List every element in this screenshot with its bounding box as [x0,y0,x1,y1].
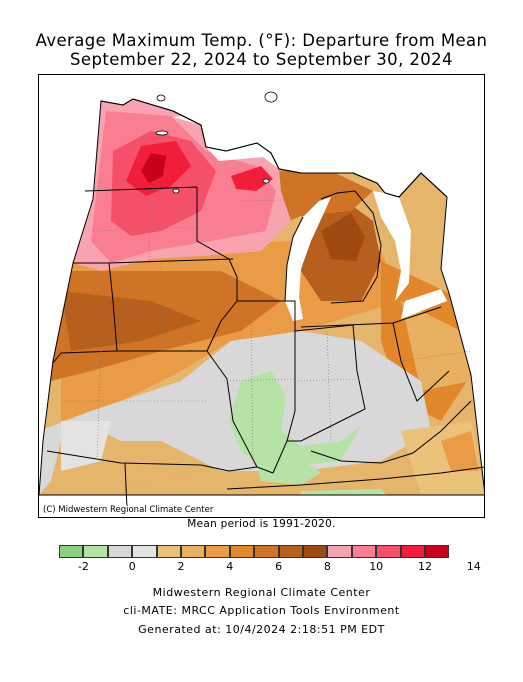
legend-swatch [400,545,425,558]
map-title-line2: September 22, 2024 to September 30, 2024 [70,50,453,69]
legend-swatch [327,545,352,558]
legend-swatch [351,545,377,558]
legend-swatch [254,545,279,558]
temperature-departure-map [39,91,484,510]
footer-tool: cli-MATE: MRCC Application Tools Environ… [123,604,400,617]
legend-swatch [205,545,230,558]
legend-swatch [229,545,255,558]
legend-swatch [107,545,133,558]
legend-swatch [59,545,84,558]
legend-swatch [278,545,303,558]
legend-tick-label: 6 [275,560,283,573]
mean-period-note: Mean period is 1991-2020. [187,518,336,530]
legend-swatch [425,545,450,558]
legend-tick-label: 14 [466,560,481,573]
legend-swatch [181,545,206,558]
legend-tick-label: 0 [128,560,136,573]
legend-swatch [83,545,108,558]
map-title-line1: Average Maximum Temp. (°F): Departure fr… [35,31,488,50]
legend-swatch [156,545,181,558]
footer-org: Midwestern Regional Climate Center [152,586,371,599]
map-frame: (C) Midwestern Regional Climate Center [38,74,485,518]
color-fields [39,99,484,495]
legend-tick-label: 4 [226,560,234,573]
islands [155,91,278,194]
footer-generated: Generated at: 10/4/2024 2:18:51 PM EDT [138,623,385,636]
map-copyright: (C) Midwestern Regional Climate Center [41,505,216,516]
legend-tick-label: 8 [323,560,331,573]
legend-tick-label: 12 [418,560,432,573]
legend-swatch [376,545,401,558]
legend-tick-label: 2 [177,560,185,573]
climate-division-lines [60,186,472,468]
legend-swatch [303,545,328,558]
legend-tick-label: -2 [77,560,89,573]
legend-tick-label: 10 [369,560,384,573]
region-outline [39,98,484,496]
color-legend [59,545,450,558]
state-boundaries [46,98,484,510]
legend-swatch [132,545,157,558]
